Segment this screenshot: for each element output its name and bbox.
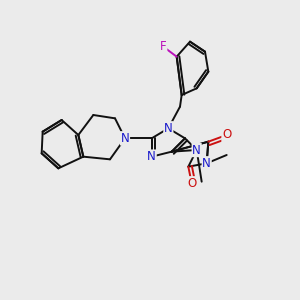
Text: O: O	[187, 177, 196, 190]
Text: N: N	[147, 150, 156, 163]
Text: F: F	[160, 40, 166, 53]
Text: N: N	[164, 122, 173, 135]
Text: N: N	[202, 157, 211, 170]
Text: N: N	[192, 143, 201, 157]
Text: O: O	[222, 128, 231, 142]
Text: N: N	[121, 132, 129, 145]
